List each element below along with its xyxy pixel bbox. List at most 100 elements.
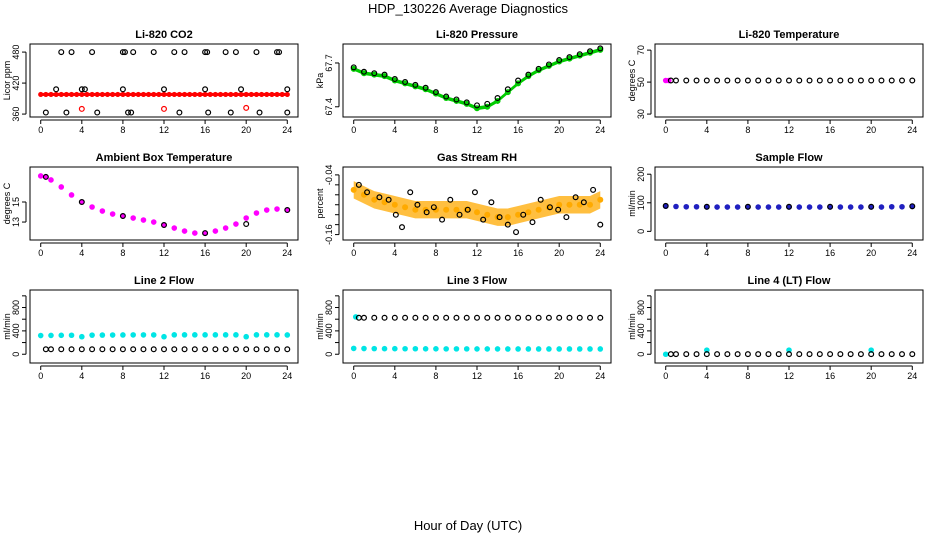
data-point (274, 346, 281, 353)
data-point (381, 71, 388, 78)
data-point (909, 351, 916, 358)
data-point (181, 49, 188, 56)
data-point (284, 346, 291, 353)
data-point (360, 314, 367, 321)
x-tick-label: 20 (554, 371, 564, 381)
data-point (284, 332, 291, 338)
x-tick-label: 16 (200, 371, 210, 381)
data-point (99, 91, 105, 98)
x-tick-label: 24 (282, 371, 292, 381)
panel-title: Line 4 (LT) Flow (748, 275, 831, 287)
data-point (597, 346, 604, 352)
data-point (350, 186, 357, 193)
data-point (68, 91, 75, 98)
data-point (422, 346, 429, 352)
data-point (566, 314, 573, 321)
data-point (505, 346, 511, 352)
data-point (899, 351, 906, 358)
y-tick-label: -0.04 (324, 165, 334, 186)
data-point (232, 49, 239, 56)
data-point (171, 225, 178, 231)
data-point (63, 91, 70, 98)
data-point (755, 77, 762, 84)
data-point (504, 221, 511, 228)
data-point (202, 86, 209, 93)
data-point (484, 314, 491, 321)
data-point (474, 346, 480, 352)
y-tick-label: 480 (11, 45, 21, 60)
data-point (703, 351, 710, 358)
data-point (868, 77, 875, 84)
x-tick-label: 20 (554, 125, 564, 135)
data-point (68, 49, 75, 56)
x-tick-label: 4 (79, 248, 84, 258)
panel-3: Li-820 Temperature degrees C 0 4 8 12 16 20 24 30… (627, 29, 924, 135)
data-point (858, 204, 864, 210)
data-point (563, 214, 570, 221)
data-point (796, 77, 803, 84)
data-point (119, 213, 126, 220)
data-point (78, 105, 85, 112)
data-point (587, 49, 594, 56)
data-point (597, 314, 604, 321)
data-point (94, 91, 100, 98)
data-point (243, 215, 249, 221)
data-point (120, 332, 126, 338)
data-point (576, 346, 583, 352)
panel-title: Line 2 Flow (134, 275, 194, 287)
data-point (125, 109, 132, 116)
y-axis-label: ml/min (627, 190, 637, 217)
data-point (128, 109, 135, 116)
data-point (693, 77, 700, 84)
data-point (89, 346, 96, 353)
data-point (47, 346, 54, 353)
panel-title: Sample Flow (755, 152, 823, 164)
data-point (48, 332, 54, 339)
x-tick-label: 20 (866, 125, 876, 135)
x-tick-label: 12 (159, 125, 169, 135)
data-point (58, 49, 65, 56)
y-axis-label: degrees C (2, 182, 12, 224)
data-point (837, 77, 844, 84)
x-tick-label: 16 (200, 248, 210, 258)
data-point (42, 346, 49, 353)
data-point (857, 351, 864, 358)
data-point (222, 346, 229, 353)
data-point (58, 332, 65, 339)
data-point (529, 219, 536, 226)
data-point (515, 211, 522, 218)
y-tick-label: 420 (11, 76, 21, 91)
x-tick-label: 8 (120, 371, 125, 381)
data-point (837, 204, 844, 210)
data-point (253, 210, 260, 216)
data-point (433, 346, 439, 352)
data-point (48, 91, 54, 98)
data-point (109, 346, 116, 353)
panel-title: Li-820 CO2 (135, 29, 192, 41)
x-tick-label: 20 (554, 248, 564, 258)
data-point (78, 198, 85, 205)
data-point (350, 64, 357, 71)
data-point (556, 58, 563, 65)
x-tick-label: 4 (79, 371, 84, 381)
data-point (232, 346, 239, 353)
data-point (222, 225, 229, 231)
data-point (443, 95, 450, 102)
data-point (556, 314, 563, 321)
panel-9: Line 4 (LT) Flow ml/min 0 4 8 12 16 20 24 0 400 800 (627, 275, 924, 381)
data-point (89, 49, 96, 56)
data-point (878, 204, 885, 210)
data-point (202, 346, 209, 353)
data-point (233, 91, 239, 98)
data-point (587, 314, 594, 321)
series-band (353, 181, 601, 226)
data-point (391, 201, 398, 208)
data-point (402, 80, 409, 87)
data-point (537, 196, 544, 203)
data-point (817, 204, 823, 210)
data-point (484, 346, 491, 352)
y-tick-label: 70 (636, 45, 646, 55)
data-point (899, 77, 906, 84)
data-point (453, 314, 460, 321)
